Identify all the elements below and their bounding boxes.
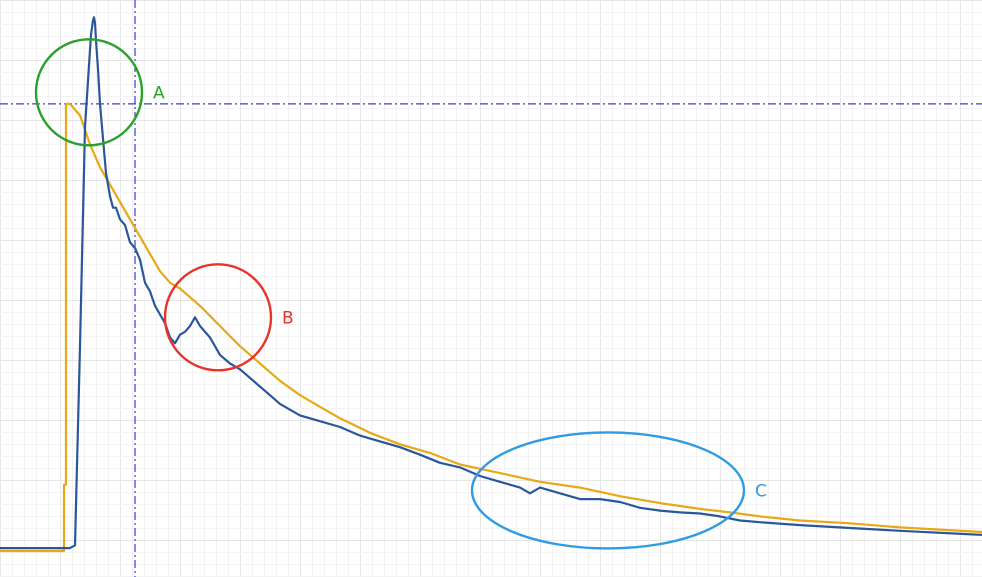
series-line-2: [0, 16, 982, 550]
annotations-group: A B C: [34, 38, 767, 550]
series-group: [0, 16, 982, 553]
annotation-label-a: A: [153, 83, 165, 103]
annotation-label-c: C: [755, 481, 767, 501]
annotation-circle-b: [163, 263, 273, 372]
annotation-label-b: B: [282, 308, 294, 328]
annotation-ellipse-c: [470, 431, 746, 550]
annotation-circle-a: [34, 38, 144, 147]
series-line-1: [0, 102, 982, 553]
